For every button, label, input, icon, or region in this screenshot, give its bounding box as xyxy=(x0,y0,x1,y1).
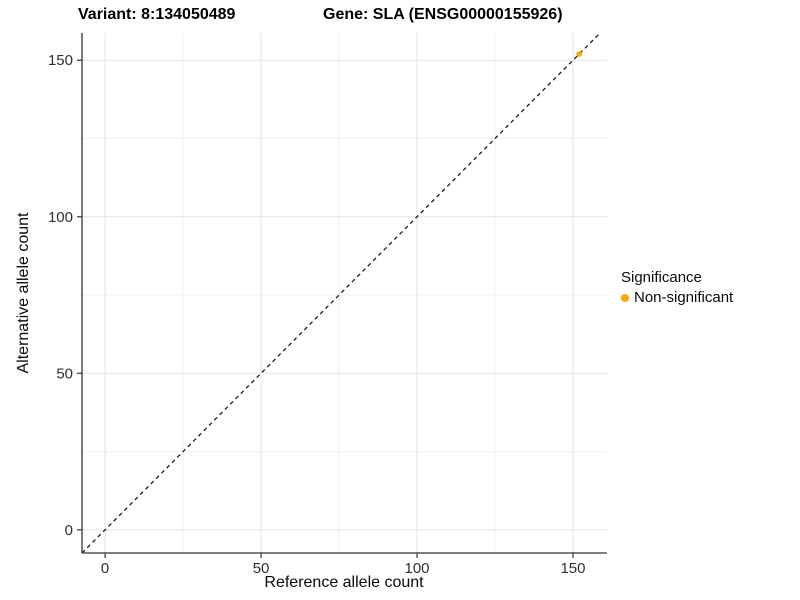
y-tick-label: 100 xyxy=(48,209,73,226)
y-tick-label: 0 xyxy=(65,522,73,539)
legend-point-icon xyxy=(621,293,629,302)
legend: Significance Non-significant xyxy=(621,269,733,306)
x-tick-label: 100 xyxy=(405,560,430,577)
y-tick-label: 50 xyxy=(56,365,73,382)
plot-title-gene: Gene: SLA (ENSG00000155926) xyxy=(323,6,563,23)
legend-item: Non-significant xyxy=(621,289,733,306)
x-tick-label: 50 xyxy=(253,560,270,577)
x-axis-title: Reference allele count xyxy=(264,574,424,591)
x-tick-label: 150 xyxy=(560,560,585,577)
legend-title: Significance xyxy=(621,269,702,286)
data-point xyxy=(576,51,583,57)
plot-title-variant: Variant: 8:134050489 xyxy=(78,6,236,23)
y-axis-title: Alternative allele count xyxy=(15,212,32,374)
legend-item-label: Non-significant xyxy=(634,289,734,306)
identity-reference-line xyxy=(81,32,601,554)
x-tick-label: 0 xyxy=(101,560,109,577)
y-tick-label: 150 xyxy=(48,52,73,69)
